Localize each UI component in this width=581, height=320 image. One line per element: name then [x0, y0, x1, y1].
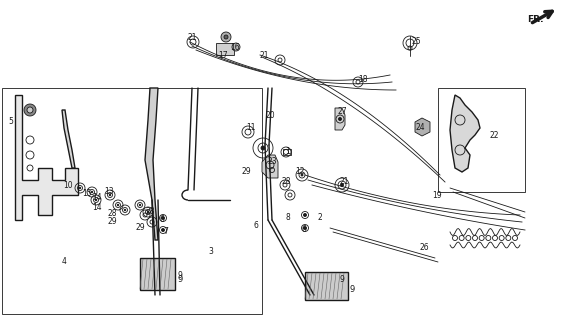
Text: 20: 20: [265, 110, 275, 119]
Text: 5: 5: [8, 117, 13, 126]
Circle shape: [221, 32, 231, 42]
Text: 24: 24: [415, 124, 425, 132]
Polygon shape: [62, 110, 75, 168]
Text: 14: 14: [92, 194, 102, 203]
Circle shape: [162, 217, 164, 220]
Circle shape: [124, 209, 126, 211]
Text: 9: 9: [350, 285, 355, 294]
Circle shape: [162, 228, 164, 231]
Text: 6: 6: [253, 220, 258, 229]
Text: 22: 22: [490, 131, 500, 140]
Circle shape: [303, 227, 307, 229]
Polygon shape: [335, 108, 345, 130]
Circle shape: [91, 191, 93, 193]
Text: 25: 25: [412, 37, 422, 46]
Text: 2: 2: [318, 213, 323, 222]
Text: 18: 18: [358, 76, 368, 84]
Text: 23: 23: [268, 157, 278, 166]
Polygon shape: [15, 95, 78, 220]
Text: 28: 28: [145, 207, 155, 217]
Text: 11: 11: [246, 124, 256, 132]
Text: 21: 21: [187, 34, 196, 43]
Text: 17: 17: [218, 51, 228, 60]
Text: 15: 15: [82, 188, 92, 197]
Polygon shape: [140, 258, 175, 290]
Polygon shape: [415, 118, 430, 136]
Text: 7: 7: [163, 228, 168, 236]
Text: 21: 21: [340, 178, 350, 187]
Text: 28: 28: [108, 209, 117, 218]
Circle shape: [95, 199, 97, 201]
Circle shape: [340, 183, 343, 187]
Circle shape: [261, 146, 265, 150]
Circle shape: [339, 117, 342, 121]
Polygon shape: [145, 88, 158, 240]
Text: 9: 9: [340, 276, 345, 284]
Text: 28: 28: [282, 178, 292, 187]
Text: 9: 9: [178, 270, 183, 279]
Circle shape: [232, 43, 240, 51]
Text: 16: 16: [230, 44, 239, 52]
Text: FR.: FR.: [527, 15, 543, 25]
Text: 6: 6: [302, 226, 307, 235]
Circle shape: [27, 107, 33, 113]
Bar: [216, 43, 234, 55]
Circle shape: [117, 204, 119, 206]
Circle shape: [24, 104, 36, 116]
Text: 29: 29: [242, 167, 252, 177]
Circle shape: [147, 211, 149, 213]
Text: 1: 1: [285, 148, 290, 156]
Circle shape: [301, 174, 303, 176]
Circle shape: [139, 204, 141, 206]
Circle shape: [303, 213, 307, 217]
Circle shape: [224, 35, 228, 39]
Text: 26: 26: [420, 244, 429, 252]
Polygon shape: [450, 95, 480, 172]
Bar: [283, 149, 291, 155]
Text: 27: 27: [338, 108, 347, 116]
Text: 3: 3: [208, 247, 213, 257]
Text: 6: 6: [160, 215, 165, 225]
Text: 29: 29: [135, 223, 145, 233]
Text: 19: 19: [432, 190, 442, 199]
Text: 4: 4: [62, 258, 67, 267]
Text: 29: 29: [108, 218, 117, 227]
Polygon shape: [262, 155, 278, 178]
Polygon shape: [305, 272, 348, 300]
Text: 12: 12: [295, 167, 304, 177]
Circle shape: [109, 194, 111, 196]
Text: 9: 9: [178, 276, 183, 284]
Text: 21: 21: [260, 51, 270, 60]
Text: 10: 10: [63, 180, 73, 189]
Text: 8: 8: [285, 213, 290, 222]
Text: 14: 14: [92, 204, 102, 212]
Circle shape: [79, 187, 81, 189]
Text: 13: 13: [104, 188, 114, 196]
